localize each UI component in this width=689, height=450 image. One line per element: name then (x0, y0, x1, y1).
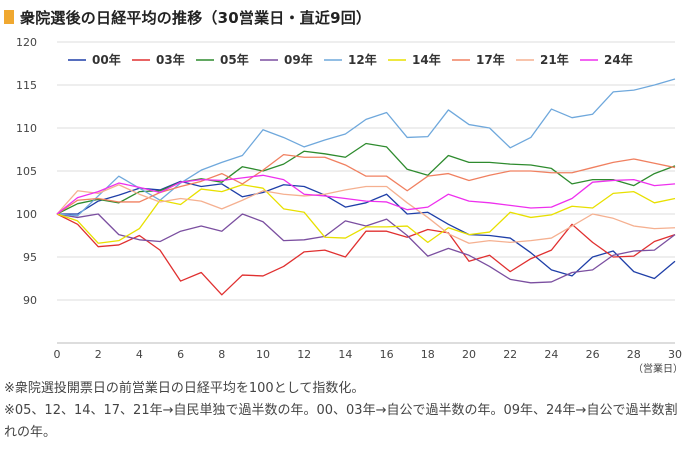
x-tick-label: 28 (627, 348, 641, 361)
series-line-24 (56, 174, 676, 215)
x-tick-label: 2 (95, 348, 102, 361)
x-tick-label: 20 (462, 348, 476, 361)
x-tick-label: 18 (421, 348, 435, 361)
x-axis-unit-label: （営業日） (633, 362, 683, 375)
series-lines (56, 78, 676, 296)
y-tick-label: 100 (16, 208, 37, 221)
y-tick-label: 90 (23, 294, 37, 307)
grid-lines (57, 41, 675, 344)
x-tick-label: 6 (177, 348, 184, 361)
x-tick-label: 30 (668, 348, 682, 361)
x-tick-label: 26 (586, 348, 600, 361)
series-line-21 (56, 184, 676, 244)
y-tick-label: 115 (16, 79, 37, 92)
y-tick-label: 105 (16, 165, 37, 178)
legend-label: 00年 (92, 52, 121, 67)
x-tick-label: 14 (338, 348, 352, 361)
y-tick-label: 110 (16, 122, 37, 135)
legend-label: 24年 (604, 52, 633, 67)
series-line-09 (56, 213, 676, 284)
legend-label: 12年 (348, 52, 377, 67)
legend-label: 03年 (156, 52, 185, 67)
y-tick-label: 95 (23, 251, 37, 264)
series-line-12 (56, 78, 676, 217)
legend-label: 09年 (284, 52, 313, 67)
series-line-17 (56, 154, 676, 215)
legend-label: 14年 (412, 52, 441, 67)
series-line-14 (56, 184, 676, 244)
x-tick-label: 8 (218, 348, 225, 361)
chart-title-row: 衆院選後の日経平均の推移（30営業日・直近9回） (4, 6, 371, 28)
footnote-index: ※衆院選投開票日の前営業日の日経平均を100として指数化。 (4, 381, 365, 396)
x-tick-label: 24 (544, 348, 558, 361)
page-title: 衆院選後の日経平均の推移（30営業日・直近9回） (20, 8, 372, 27)
x-tick-label: 16 (380, 348, 394, 361)
legend: 00年 03年 05年 09年 12年 14年 17年 21年 24年 (68, 52, 633, 67)
series-line-05 (56, 142, 676, 215)
series-line-03 (56, 213, 676, 296)
legend-label: 17年 (476, 52, 505, 67)
x-tick-label: 12 (297, 348, 311, 361)
y-tick-label: 120 (16, 36, 37, 49)
x-tick-label: 0 (54, 348, 61, 361)
series-line-00 (57, 180, 676, 280)
x-tick-label: 4 (136, 348, 143, 361)
x-tick-label: 10 (256, 348, 270, 361)
legend-label: 05年 (220, 52, 249, 67)
legend-label: 21年 (540, 52, 569, 67)
x-tick-label: 22 (503, 348, 517, 361)
title-marker (4, 10, 14, 24)
footnote-years: ※05、12、14、17、21年→自民単独で過半数の年。00、03年→自公で過半… (4, 403, 678, 440)
